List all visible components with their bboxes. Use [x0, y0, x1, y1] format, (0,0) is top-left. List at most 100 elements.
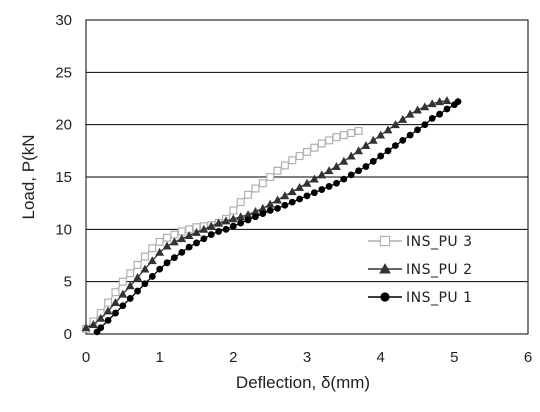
data-point-ins-pu-1 — [288, 198, 296, 206]
legend-label: INS_PU 2 — [406, 262, 473, 278]
data-point-ins-pu-2 — [81, 323, 91, 332]
data-point-ins-pu-1 — [392, 142, 399, 150]
data-point-ins-pu-1 — [377, 152, 385, 160]
data-point-ins-pu-3 — [177, 227, 186, 236]
legend-item-ins-pu-1: INS_PU 1 — [368, 290, 473, 306]
data-point-ins-pu-2 — [177, 234, 187, 243]
data-point-ins-pu-1 — [325, 183, 333, 190]
data-point-ins-pu-2 — [413, 105, 422, 114]
legend-marker — [380, 292, 390, 302]
y-tick-label: 0 — [64, 326, 72, 343]
legend-marker — [379, 235, 391, 247]
data-point-ins-pu-2 — [390, 120, 400, 129]
data-point-ins-pu-3 — [111, 288, 120, 297]
data-point-ins-pu-3 — [258, 179, 267, 188]
data-point-ins-pu-1 — [237, 219, 245, 227]
legend: INS_PU 3 INS_PU 2 INS_PU 1 — [368, 234, 473, 306]
data-point-ins-pu-3 — [273, 166, 282, 175]
data-point-ins-pu-1 — [281, 201, 289, 209]
data-point-ins-pu-2 — [302, 178, 312, 187]
data-point-ins-pu-1 — [207, 231, 215, 238]
data-point-ins-pu-1 — [428, 114, 436, 122]
data-point-ins-pu-2 — [96, 313, 106, 322]
data-point-ins-pu-1 — [97, 324, 105, 332]
x-tick-label: 2 — [229, 349, 237, 366]
data-point-ins-pu-1 — [229, 222, 237, 230]
x-axis-ticks: 0 1 2 3 4 5 6 — [82, 349, 532, 366]
data-point-ins-pu-3 — [155, 237, 164, 246]
data-point-ins-pu-2 — [295, 182, 305, 191]
data-point-ins-pu-2 — [398, 114, 408, 123]
x-tick-label: 0 — [82, 349, 90, 366]
data-point-ins-pu-1 — [148, 273, 156, 280]
data-point-ins-pu-2 — [206, 221, 216, 230]
data-point-ins-pu-2 — [376, 130, 386, 139]
data-point-ins-pu-1 — [266, 207, 274, 214]
data-point-ins-pu-3 — [229, 206, 238, 215]
data-point-ins-pu-1 — [333, 179, 340, 187]
data-point-ins-pu-1 — [340, 175, 348, 183]
data-point-ins-pu-2 — [324, 166, 334, 175]
data-point-ins-pu-2 — [280, 191, 290, 200]
series-line-ins-pu-1 — [96, 101, 459, 333]
data-point-ins-pu-2 — [214, 218, 224, 227]
data-point-ins-pu-1 — [141, 280, 149, 288]
data-point-ins-pu-3 — [347, 129, 356, 138]
y-axis-ticks: 0 5 10 15 20 25 30 — [55, 12, 72, 343]
y-tick-label: 20 — [55, 117, 72, 134]
data-point-ins-pu-2 — [427, 99, 437, 108]
data-point-ins-pu-2 — [147, 256, 157, 265]
data-point-ins-pu-1 — [119, 302, 127, 310]
data-point-ins-pu-2 — [383, 125, 393, 134]
data-point-ins-pu-1 — [454, 98, 462, 106]
series-line-ins-pu-2 — [85, 99, 448, 329]
data-point-ins-pu-1 — [384, 147, 392, 155]
data-point-ins-pu-3 — [317, 139, 326, 148]
data-point-ins-pu-1 — [296, 195, 304, 203]
y-tick-label: 25 — [55, 64, 72, 81]
y-tick-label: 10 — [55, 221, 72, 238]
data-point-ins-pu-2 — [317, 170, 327, 179]
data-point-ins-pu-1 — [399, 136, 407, 144]
data-point-ins-pu-3 — [295, 152, 304, 161]
data-point-ins-pu-2 — [420, 102, 430, 111]
legend-label: INS_PU 1 — [406, 290, 473, 306]
data-point-ins-pu-2 — [309, 174, 319, 183]
data-point-ins-pu-1 — [193, 239, 200, 247]
data-point-ins-pu-1 — [200, 235, 208, 243]
data-point-ins-pu-2 — [184, 231, 194, 240]
data-point-ins-pu-3 — [251, 184, 260, 193]
x-axis-title: Deflection, δ(mm) — [236, 373, 370, 392]
data-point-ins-pu-1 — [222, 225, 230, 233]
data-point-ins-pu-3 — [140, 252, 149, 261]
data-point-ins-pu-2 — [405, 109, 415, 118]
data-point-ins-pu-2 — [118, 289, 128, 298]
x-tick-label: 4 — [376, 349, 384, 366]
data-point-ins-pu-2 — [103, 306, 113, 315]
data-point-ins-pu-3 — [170, 230, 179, 239]
data-point-ins-pu-1 — [414, 126, 421, 134]
data-point-ins-pu-2 — [273, 195, 282, 204]
data-point-ins-pu-3 — [325, 136, 334, 145]
data-point-ins-pu-1 — [112, 309, 119, 317]
data-point-ins-pu-2 — [111, 298, 120, 307]
data-point-ins-pu-1 — [244, 216, 252, 224]
data-point-ins-pu-2 — [265, 199, 275, 208]
data-point-ins-pu-2 — [361, 141, 371, 150]
data-point-ins-pu-1 — [303, 192, 311, 200]
data-point-ins-pu-1 — [362, 163, 370, 170]
data-point-ins-pu-2 — [435, 97, 445, 106]
data-point-ins-pu-2 — [125, 281, 135, 290]
data-point-ins-pu-3 — [236, 198, 245, 207]
data-point-ins-pu-1 — [252, 213, 259, 221]
data-point-ins-pu-3 — [244, 190, 253, 199]
data-point-ins-pu-1 — [259, 210, 267, 218]
data-point-ins-pu-3 — [148, 244, 157, 253]
data-point-ins-pu-2 — [228, 214, 238, 223]
data-point-ins-pu-2 — [192, 227, 201, 236]
data-point-ins-pu-1 — [436, 110, 443, 118]
data-point-ins-pu-3 — [303, 147, 312, 156]
data-point-ins-pu-1 — [178, 248, 186, 256]
data-point-ins-pu-2 — [155, 247, 165, 256]
series-ins-pu-1 — [93, 98, 462, 336]
